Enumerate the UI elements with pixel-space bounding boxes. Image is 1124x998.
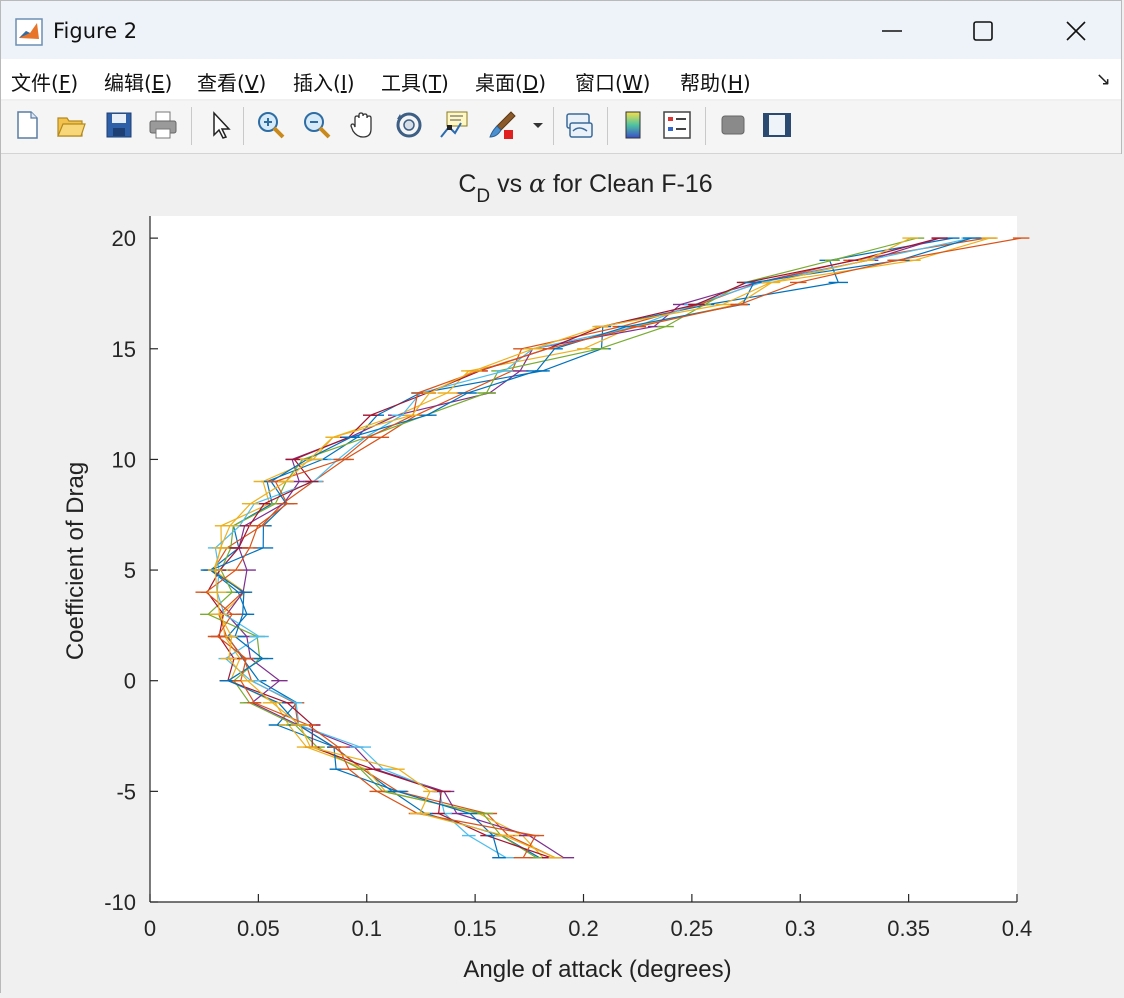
x-tick-label: 0: [144, 916, 156, 941]
pan-hand-icon[interactable]: [347, 109, 379, 141]
menu-window[interactable]: 窗口(W): [575, 71, 651, 95]
y-tick-label: -10: [104, 890, 136, 915]
menu-insert[interactable]: 插入(I): [293, 71, 355, 95]
new-file-icon[interactable]: [11, 109, 43, 141]
y-tick-label: -5: [116, 779, 136, 804]
data-cursor-icon[interactable]: [439, 109, 471, 141]
chevron-down-icon[interactable]: [531, 109, 545, 141]
chart-title: CD vs α for Clean F-16: [458, 169, 712, 207]
toolbar-divider: [607, 107, 608, 145]
y-axis-label: Coefficient of Drag: [62, 462, 89, 660]
zoom-in-icon[interactable]: [255, 109, 287, 141]
x-tick-label: 0.2: [568, 916, 599, 941]
y-tick-label: 20: [112, 226, 136, 251]
toolbar-divider: [705, 107, 706, 145]
rotate-3d-icon[interactable]: [393, 109, 425, 141]
brush-icon[interactable]: [487, 109, 519, 141]
menu-edit[interactable]: 编辑(E): [104, 71, 173, 95]
x-tick-label: 0.1: [351, 916, 382, 941]
minimize-icon: [882, 30, 902, 32]
plot-area[interactable]: [150, 216, 1017, 902]
maximize-button[interactable]: [938, 7, 1028, 55]
window-title: Figure 2: [53, 19, 138, 43]
maximize-icon: [973, 21, 993, 41]
x-tick-label: 0.15: [454, 916, 497, 941]
save-icon[interactable]: [103, 109, 135, 141]
x-tick-label: 0.25: [670, 916, 713, 941]
x-tick-label: 0.4: [1002, 916, 1033, 941]
y-tick-label: 10: [112, 447, 136, 472]
toolbar: [1, 101, 1121, 154]
open-folder-icon[interactable]: [55, 109, 87, 141]
print-icon[interactable]: [147, 109, 179, 141]
y-tick-label: 0: [124, 669, 136, 694]
menu-bar: 文件(F) 编辑(E) 查看(V) 插入(I) 工具(T) 桌面(D) 窗口(W…: [1, 59, 1121, 99]
link-plot-icon[interactable]: [563, 109, 595, 141]
minimize-button[interactable]: [847, 7, 937, 55]
series-layer: [195, 237, 1030, 859]
menu-file[interactable]: 文件(F): [11, 71, 79, 95]
figure-canvas: 0 0.05 0.1 0.15 0.2 0.25 0.3 0.35 0.4 -10 -5 0 5 10 15…: [1, 154, 1123, 994]
title-bar[interactable]: Figure 2: [1, 1, 1121, 59]
axes-layer: 0 0.05 0.1 0.15 0.2 0.25 0.3 0.35 0.4 -10 -5 0 5 10 15…: [104, 216, 1032, 941]
menu-tools[interactable]: 工具(T): [381, 71, 449, 95]
menu-desktop[interactable]: 桌面(D): [475, 71, 547, 95]
menu-help[interactable]: 帮助(H): [680, 71, 751, 95]
y-tick-label: 5: [124, 558, 136, 583]
close-button[interactable]: [1031, 7, 1121, 55]
matlab-logo-icon: [15, 18, 43, 46]
y-tick-label: 15: [112, 337, 136, 362]
x-axis-label: Angle of attack (degrees): [463, 956, 731, 983]
menu-view[interactable]: 查看(V): [197, 71, 267, 95]
toolbar-divider: [243, 107, 244, 145]
close-icon: [1066, 21, 1086, 41]
hide-plot-tools-icon[interactable]: [717, 109, 749, 141]
toolbar-divider: [191, 107, 192, 145]
legend-icon[interactable]: [661, 109, 693, 141]
x-tick-label: 0.35: [887, 916, 930, 941]
show-plot-tools-icon[interactable]: [761, 109, 793, 141]
x-tick-label: 0.05: [237, 916, 280, 941]
dock-arrow-icon[interactable]: ↘: [1095, 69, 1111, 90]
chart: 0 0.05 0.1 0.15 0.2 0.25 0.3 0.35 0.4 -10 -5 0 5 10 15…: [62, 169, 1032, 983]
pointer-icon[interactable]: [205, 109, 237, 141]
toolbar-divider: [553, 107, 554, 145]
x-tick-label: 0.3: [785, 916, 816, 941]
colorbar-icon[interactable]: [617, 109, 649, 141]
zoom-out-icon[interactable]: [301, 109, 333, 141]
